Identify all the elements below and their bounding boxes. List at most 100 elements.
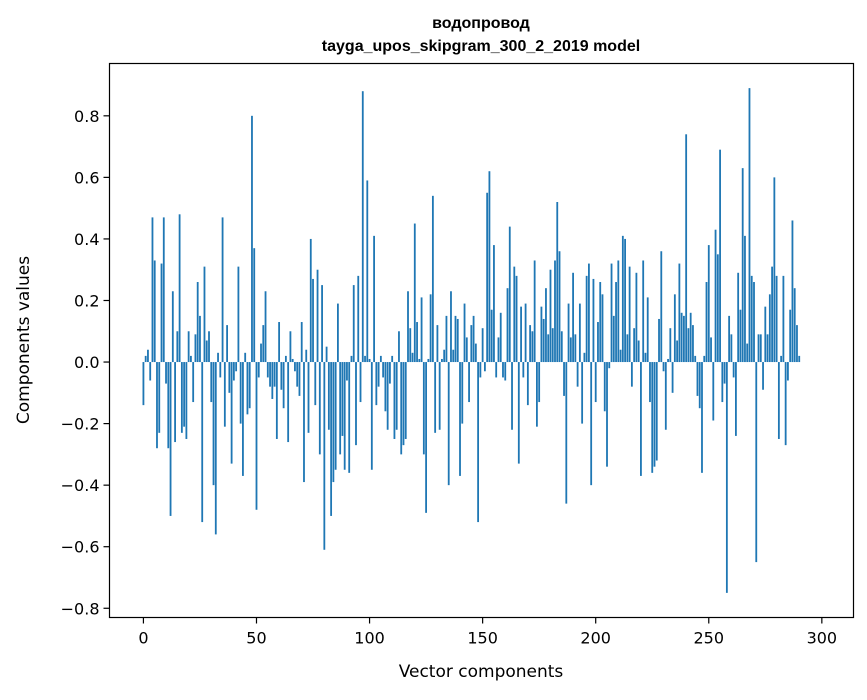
bar [355, 362, 357, 446]
bar [646, 297, 649, 363]
bar [753, 282, 755, 363]
bar [689, 312, 692, 363]
bar [723, 362, 726, 384]
bar [664, 362, 667, 430]
bar [228, 362, 231, 393]
bar [176, 331, 179, 363]
y-tick-label: −0.2 [61, 415, 100, 434]
bar [789, 309, 792, 363]
bar [384, 362, 387, 412]
bar [463, 303, 466, 363]
bar [653, 362, 656, 467]
bar [402, 362, 405, 446]
bar [450, 291, 452, 363]
bar [144, 355, 147, 363]
bar [185, 362, 188, 439]
y-tick-label: 0.0 [74, 353, 99, 372]
bar [352, 285, 355, 363]
bar [678, 263, 681, 363]
bar [149, 362, 152, 381]
bar [748, 88, 751, 363]
bar [522, 362, 525, 378]
bar [223, 362, 226, 427]
bar [714, 229, 717, 363]
bar [398, 331, 400, 363]
bar [692, 325, 694, 363]
bar [296, 362, 299, 387]
bar [669, 328, 672, 363]
bar [441, 358, 443, 363]
bar [759, 334, 762, 363]
bar [644, 352, 647, 363]
bar [619, 349, 622, 363]
bar [606, 362, 608, 467]
bar [251, 115, 253, 363]
bar [526, 362, 529, 406]
bar [739, 309, 742, 363]
bar [377, 362, 380, 387]
x-tick-label: 100 [354, 629, 385, 648]
bar [300, 322, 303, 363]
bar [676, 340, 679, 363]
bar [468, 362, 470, 403]
bar [183, 362, 186, 427]
bar [452, 349, 455, 363]
bar [314, 362, 317, 406]
bar [379, 355, 382, 363]
bar [291, 358, 294, 363]
bar [642, 260, 645, 363]
bar [578, 303, 581, 363]
bar [456, 318, 459, 363]
bar [332, 362, 335, 483]
bar [235, 362, 238, 372]
bar [517, 362, 520, 464]
bar [305, 349, 308, 363]
bar [237, 266, 240, 363]
bar [361, 91, 364, 363]
bar [294, 362, 296, 372]
bar [576, 362, 579, 387]
bar [705, 282, 708, 363]
bar [682, 315, 685, 363]
x-axis-label: Vector components [399, 662, 564, 682]
bar [626, 334, 629, 363]
bar [420, 297, 423, 363]
bar [486, 192, 489, 363]
bar [744, 235, 746, 363]
bar [757, 334, 760, 363]
bar [601, 294, 604, 363]
bar [524, 303, 527, 363]
bar [400, 362, 403, 455]
bar [447, 362, 450, 486]
bar [366, 180, 369, 363]
bar [610, 263, 613, 363]
bar [321, 285, 323, 363]
bar [180, 362, 183, 433]
bar [633, 328, 636, 363]
bar [465, 337, 468, 363]
bar [416, 322, 418, 363]
bar [728, 315, 731, 363]
bar [768, 294, 771, 363]
x-axis-ticks: 0 50 100 150 200 250 300 [138, 617, 837, 648]
bar [425, 362, 427, 513]
bar [359, 362, 362, 403]
bar [147, 349, 149, 363]
chart-title-line1: водопровод [432, 15, 530, 32]
bar [232, 362, 235, 381]
bar [698, 362, 701, 409]
bar [567, 303, 570, 363]
bar [502, 362, 504, 378]
bar [151, 217, 154, 363]
bar [479, 362, 482, 378]
bar [630, 362, 633, 387]
bar [551, 328, 554, 363]
bar [318, 362, 321, 455]
bar [472, 315, 475, 363]
bar [330, 362, 333, 516]
bar [719, 149, 721, 363]
bar [483, 362, 486, 372]
bar [253, 248, 256, 363]
bar [312, 278, 314, 363]
bar [364, 355, 366, 363]
